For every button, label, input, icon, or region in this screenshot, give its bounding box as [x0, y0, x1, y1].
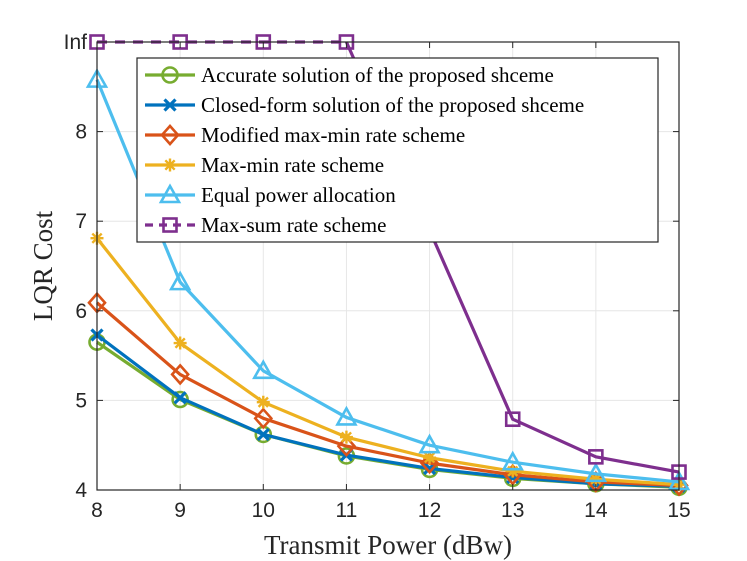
- data-point: [170, 363, 190, 386]
- x-tick-label: 10: [252, 499, 275, 522]
- x-tick-label: 9: [174, 499, 186, 522]
- data-point: [162, 217, 178, 233]
- x-axis-title: Transmit Power (dBw): [264, 530, 512, 560]
- x-tick-label: 8: [91, 499, 103, 522]
- legend-item: Max-min rate scheme: [145, 153, 384, 177]
- data-point: [253, 407, 274, 430]
- legend-label: Equal power allocation: [201, 183, 396, 207]
- legend-box: [136, 57, 659, 243]
- legend-item: Equal power allocation: [145, 183, 396, 207]
- x-tick-label: 15: [667, 499, 690, 522]
- data-point: [589, 472, 603, 486]
- legend-item: Closed-form solution of the proposed shc…: [145, 93, 584, 117]
- data-point: [160, 124, 180, 146]
- y-tick-label: 5: [75, 389, 87, 412]
- data-point: [504, 411, 521, 428]
- data-point: [418, 433, 441, 454]
- data-point: [173, 336, 187, 350]
- data-point: [256, 395, 270, 409]
- data-point: [584, 462, 608, 483]
- series-line: [96, 333, 680, 489]
- y-tick-label: Inf: [64, 31, 88, 54]
- series-4: [85, 67, 691, 491]
- data-point: [336, 435, 357, 458]
- series-layer: [85, 34, 691, 497]
- x-tick-label: 14: [584, 499, 608, 522]
- legend-label: Max-sum rate scheme: [201, 213, 386, 237]
- x-tick-label: 13: [501, 499, 524, 522]
- y-tick-label: 4: [75, 479, 87, 502]
- y-axis-title: LQR Cost: [28, 210, 58, 321]
- data-point: [252, 359, 275, 380]
- data-point: [173, 391, 187, 405]
- legend-label: Modified max-min rate scheme: [201, 123, 465, 147]
- legend: Accurate solution of the proposed shceme…: [136, 57, 659, 243]
- data-point: [506, 464, 520, 478]
- legend-label: Accurate solution of the proposed shceme: [201, 63, 554, 87]
- y-tick-label: 8: [75, 121, 87, 144]
- legend-item: Max-sum rate scheme: [145, 213, 386, 237]
- data-point: [163, 98, 177, 112]
- data-point: [423, 451, 437, 465]
- series-line: [95, 301, 680, 488]
- data-point: [163, 158, 177, 172]
- data-point: [588, 449, 604, 465]
- data-point: [158, 183, 182, 204]
- series-line: [95, 237, 680, 487]
- plot-frame: [96, 41, 680, 491]
- ticks: 8 9 10 11 12 13 14 15 4 5 6 7 8 Inf: [64, 31, 691, 522]
- data-point: [256, 427, 270, 442]
- data-point: [168, 270, 192, 291]
- data-point: [335, 405, 358, 426]
- data-point: [501, 450, 524, 471]
- data-point: [161, 66, 179, 84]
- x-tick-label: 11: [336, 499, 358, 522]
- series-line: [95, 79, 680, 484]
- y-tick-label: 6: [75, 300, 87, 323]
- legend-label: Max-min rate scheme: [201, 153, 384, 177]
- legend-label: Closed-form solution of the proposed shc…: [201, 93, 584, 117]
- x-tick-label: 12: [418, 499, 441, 522]
- legend-item: Accurate solution of the proposed shceme: [145, 63, 554, 87]
- data-point: [339, 430, 353, 444]
- legend-item: Modified max-min rate scheme: [145, 123, 465, 147]
- y-tick-label: 7: [75, 210, 87, 233]
